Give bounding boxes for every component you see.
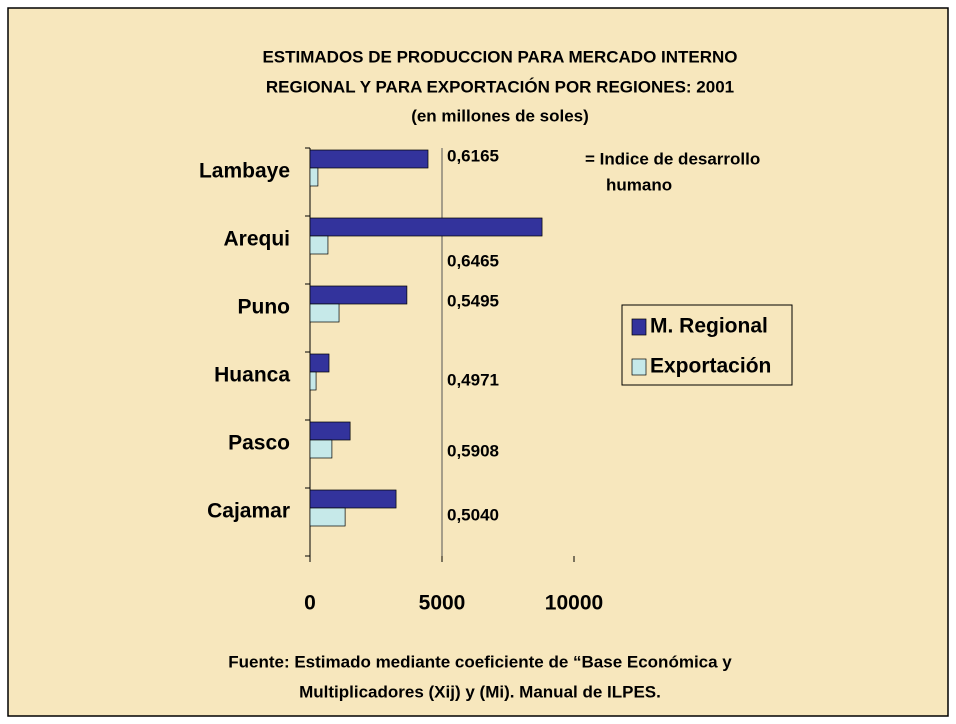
bar	[309, 371, 317, 391]
note: humano	[606, 175, 672, 194]
x-tick-label: 10000	[545, 592, 603, 615]
x-tick-label: 0	[304, 592, 316, 615]
idh-label: 0,5040	[447, 505, 499, 524]
source: Fuente: Estimado mediante coeficiente de…	[228, 652, 732, 671]
y-tick-label: Puno	[238, 296, 291, 319]
idh-label: 0,5495	[447, 291, 499, 310]
idh-label: 0,5908	[447, 441, 499, 460]
title-line: ESTIMADOS DE PRODUCCION PARA MERCADO INT…	[262, 47, 737, 66]
bar	[309, 489, 397, 509]
idh-label: 0,6465	[447, 251, 499, 270]
y-tick-label: Arequi	[223, 228, 290, 251]
bar	[309, 285, 408, 305]
bar	[309, 303, 340, 323]
subtitle: (en millones de soles)	[411, 106, 589, 125]
x-tick-label: 5000	[419, 592, 466, 615]
idh-label: 0,4971	[447, 370, 499, 389]
bar	[309, 421, 351, 441]
legend-box	[621, 304, 793, 386]
bar	[309, 439, 333, 459]
source: Multiplicadores (Xij) y (Mi). Manual de …	[299, 682, 661, 701]
idh-label: 0,6165	[447, 146, 499, 165]
bar	[309, 235, 329, 255]
y-tick-label: Pasco	[228, 432, 290, 455]
bar	[309, 507, 346, 527]
bar	[309, 167, 319, 187]
bar	[309, 149, 429, 169]
y-tick-label: Cajamar	[207, 500, 290, 523]
title-line: REGIONAL Y PARA EXPORTACIÓN POR REGIONES…	[266, 77, 734, 96]
y-tick-label: Lambaye	[199, 160, 290, 183]
note: = Indice de desarrollo	[585, 149, 760, 168]
legend-swatch	[631, 358, 647, 376]
legend-label: M. Regional	[650, 315, 768, 338]
bar	[309, 217, 543, 237]
legend-label: Exportación	[650, 355, 771, 378]
bar	[309, 353, 330, 373]
legend-swatch	[631, 318, 647, 336]
y-tick-label: Huanca	[214, 364, 290, 387]
